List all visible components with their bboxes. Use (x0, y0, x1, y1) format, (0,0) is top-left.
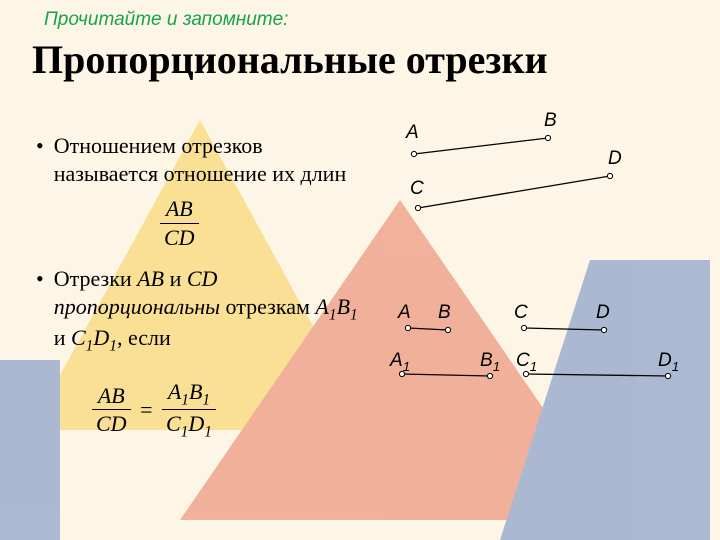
bullet-2: • Отрезки AB и CD пропорциональны отрезк… (36, 265, 366, 356)
bullet-dot: • (36, 265, 44, 356)
f2-left-den: CD (92, 409, 131, 438)
formula-2: AB CD = A1B1 C1D1 (92, 378, 366, 442)
label-B1: B1 (480, 350, 500, 374)
label-A1: A1 (390, 350, 410, 374)
label-D1: D1 (658, 350, 679, 374)
label-A: A (406, 122, 419, 144)
bullet-1-text: Отношением отрезков называется отношение… (54, 132, 366, 187)
slide-title: Пропорциональные отрезки (32, 36, 548, 83)
formula-1: AB CD (160, 195, 199, 251)
formula-1-den: CD (160, 223, 199, 252)
slide: Прочитайте и запомните: Пропорциональные… (0, 0, 720, 540)
bullet-1: • Отношением отрезков называется отношен… (36, 132, 366, 187)
label-A: A (398, 302, 411, 324)
label-C1: C1 (516, 350, 537, 374)
label-B: B (438, 302, 451, 324)
bullet-dot: • (36, 132, 44, 187)
formula-1-num: AB (160, 195, 199, 223)
f2-right-num: A1B1 (162, 378, 216, 410)
label-B: B (544, 110, 557, 132)
bullet-2-text: Отрезки AB и CD пропорциональны отрезкам… (54, 265, 366, 356)
diagram-bottom: A B C D A1 B1 C1 D1 (386, 296, 676, 416)
f2-left-num: AB (92, 382, 131, 410)
equals-sign: = (140, 396, 152, 424)
label-D: D (608, 148, 622, 170)
header-note: Прочитайте и запомните: (44, 9, 288, 31)
label-D: D (596, 302, 610, 324)
label-C: C (514, 302, 528, 324)
label-C: C (410, 178, 424, 200)
diagram-top: A B C D (396, 108, 656, 228)
f2-right-den: C1D1 (162, 409, 216, 442)
text-column: • Отношением отрезков называется отношен… (36, 132, 366, 442)
